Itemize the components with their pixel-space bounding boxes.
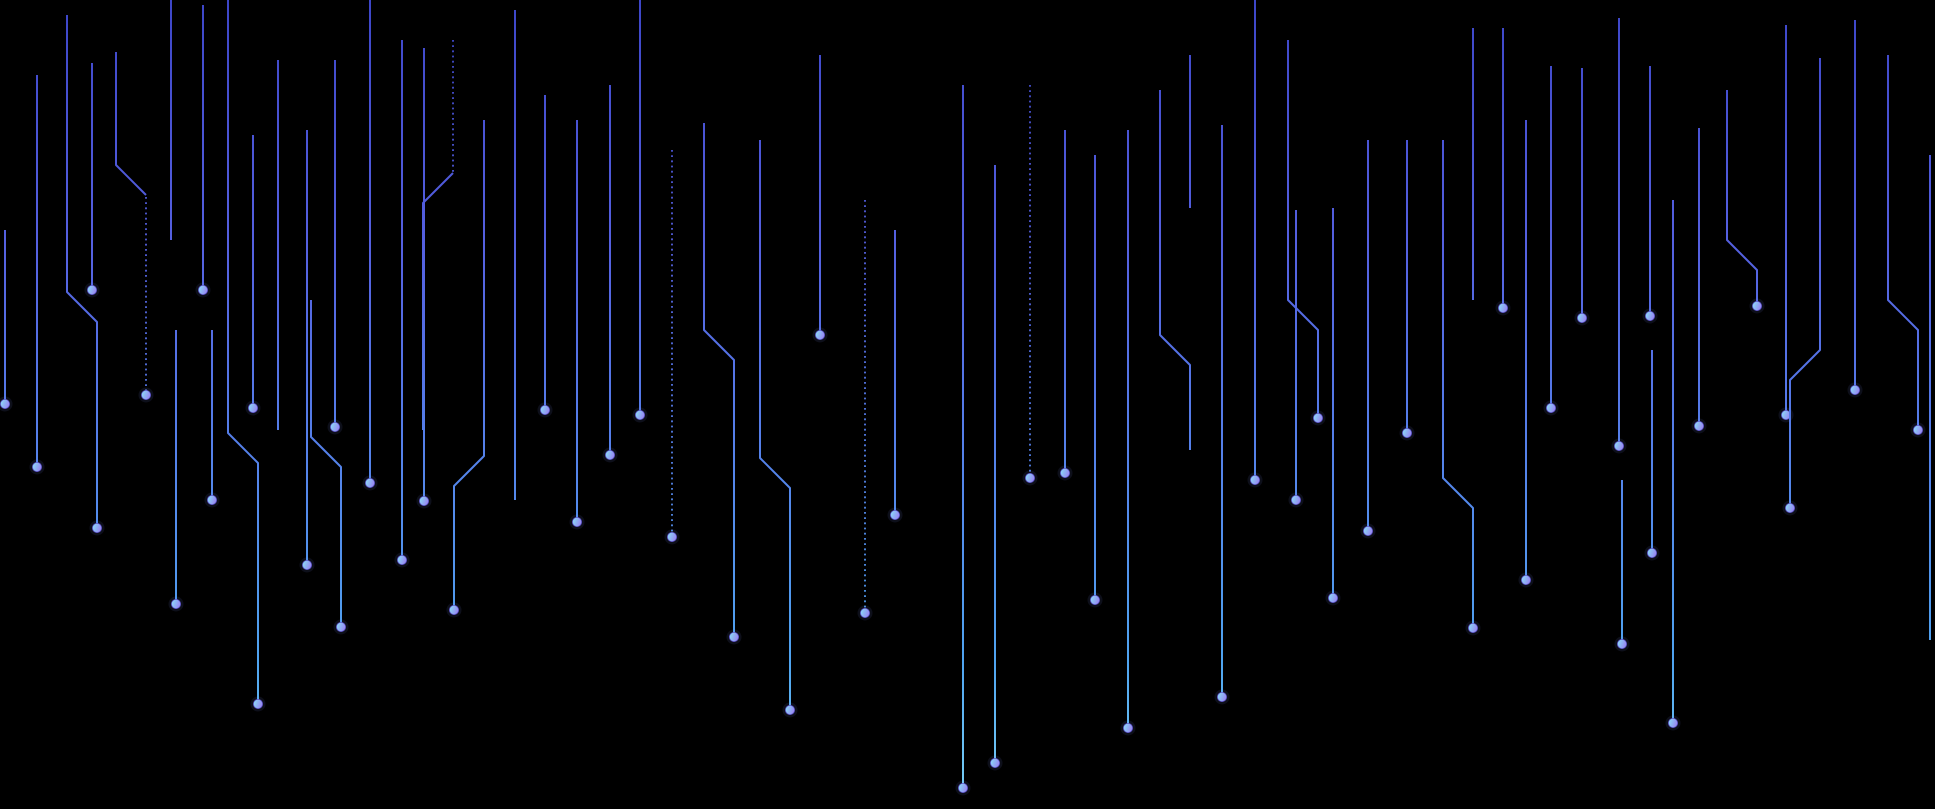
trace-endpoint-dot [247,402,258,413]
trace-endpoint-dot [1090,595,1101,606]
circuit-trace [1789,58,1821,508]
trace-endpoint-dot [206,494,217,505]
trace-endpoint-dot [635,409,646,420]
trace-endpoint-dot [1752,300,1763,311]
trace-endpoint-dot [170,599,181,610]
trace-endpoint-dot [815,329,826,340]
trace-endpoint-dot [92,523,103,534]
trace-endpoint-dot [329,421,340,432]
circuit-trace [1442,140,1474,628]
trace-endpoint-dot [1313,412,1324,423]
trace-endpoint-dot [1521,575,1532,586]
trace-endpoint-dot [729,632,740,643]
trace-endpoint-dot [364,477,375,488]
trace-endpoint-dot [1123,723,1134,734]
trace-endpoint-dot [1645,310,1656,321]
circuit-trace [66,15,98,528]
trace-endpoint-dot [335,622,346,633]
trace-endpoint-dot [1060,467,1071,478]
circuit-trace [1887,55,1919,430]
trace-endpoint-dot [605,449,616,460]
circuit-trace [759,140,791,710]
trace-endpoint-dot [572,517,583,528]
trace-endpoint-dot [1291,494,1302,505]
trace-endpoint-dot [418,495,429,506]
trace-endpoint-dot [1402,427,1413,438]
circuit-trace [422,172,454,430]
trace-endpoint-dot [448,605,459,616]
circuit-trace [227,0,259,704]
trace-endpoint-dot [1850,384,1861,395]
trace-endpoint-dot [958,783,969,794]
trace-endpoint-dot [1546,402,1557,413]
trace-endpoint-dot [1363,526,1374,537]
circuit-trace [1726,90,1758,306]
circuit-trace [453,120,485,610]
circuit-trace [115,52,147,196]
trace-endpoint-dot [1913,424,1924,435]
trace-endpoint-dot [252,699,263,710]
trace-endpoint-dot [1614,440,1625,451]
trace-endpoint-dot [1498,302,1509,313]
trace-endpoint-dot [1025,472,1036,483]
trace-endpoint-dot [1694,420,1705,431]
trace-endpoint-dot [785,705,796,716]
trace-endpoint-dot [540,404,551,415]
trace-endpoint-dot [197,284,208,295]
trace-endpoint-dot [1647,548,1658,559]
trace-endpoint-dot [140,389,151,400]
trace-endpoint-dot [32,461,43,472]
trace-endpoint-dot [990,758,1001,769]
trace-endpoint-dot [87,284,98,295]
trace-endpoint-dot [1617,639,1628,650]
circuit-trace [1287,40,1319,418]
trace-endpoint-dot [1328,593,1339,604]
trace-endpoint-dot [1577,312,1588,323]
trace-endpoint-dot [396,555,407,566]
trace-endpoint-dot [301,560,312,571]
trace-endpoint-dot [1668,718,1679,729]
trace-endpoint-dot [890,509,901,520]
trace-endpoint-dot [1785,502,1796,513]
trace-endpoint-dot [860,608,871,619]
trace-endpoint-dot [1217,692,1228,703]
trace-endpoint-dot [1250,474,1261,485]
trace-endpoint-dot [1468,623,1479,634]
circuit-trace [703,123,735,637]
trace-endpoint-dot [0,398,10,409]
circuit-trace [1159,90,1191,450]
circuit-trace [310,300,342,627]
trace-endpoint-dot [667,532,678,543]
